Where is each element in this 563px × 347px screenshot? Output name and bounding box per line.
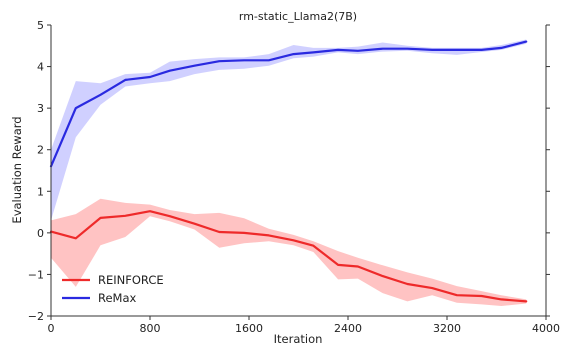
x-axis-ticks: 0 800 1600 2400 3200 4000 <box>48 316 560 335</box>
chart-title: rm-static_Llama2(7B) <box>239 10 357 23</box>
y-tick-label: 0 <box>37 227 44 240</box>
band-reinforce <box>51 198 527 306</box>
x-tick-label: 1600 <box>235 322 263 335</box>
legend-label-remax: ReMax <box>98 291 137 305</box>
y-tick-label: −1 <box>28 268 44 281</box>
axes <box>50 25 547 317</box>
y-tick-label: 5 <box>37 19 44 32</box>
confidence-bands <box>51 39 527 306</box>
y-tick-label: 2 <box>37 144 44 157</box>
y-tick-label: 1 <box>37 185 44 198</box>
y-axis-ticks: −2 −1 0 1 2 3 4 5 <box>28 19 550 323</box>
x-axis-label: Iteration <box>274 332 323 346</box>
x-tick-label: 800 <box>140 322 161 335</box>
legend-label-reinforce: REINFORCE <box>98 273 164 287</box>
line-remax <box>49 40 528 168</box>
x-tick-label: 2400 <box>334 322 362 335</box>
band-remax <box>51 39 527 221</box>
y-tick-label: 4 <box>37 61 44 74</box>
x-tick-label: 3200 <box>433 322 461 335</box>
series-lines <box>49 40 528 303</box>
y-axis-label: Evaluation Reward <box>10 116 24 223</box>
line-reinforce <box>49 210 528 303</box>
x-tick-label: 4000 <box>532 322 560 335</box>
y-tick-label: −2 <box>28 310 44 323</box>
y-tick-label: 3 <box>37 102 44 115</box>
x-tick-label: 0 <box>48 322 55 335</box>
legend: REINFORCE ReMax <box>62 273 164 305</box>
